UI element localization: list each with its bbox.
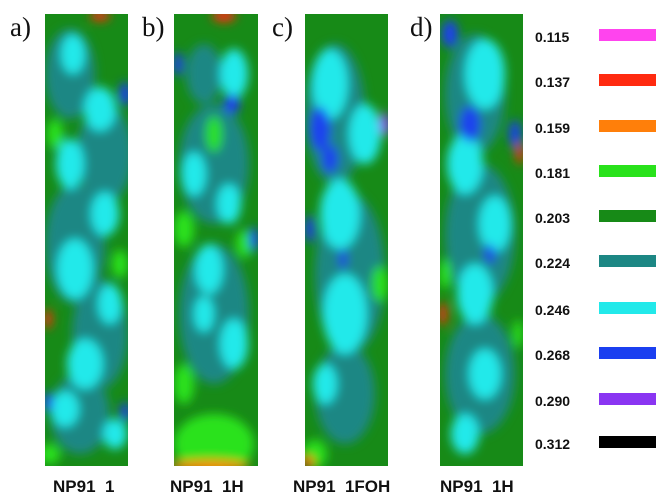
- panel-label-c: c): [272, 12, 293, 42]
- legend-swatch: [599, 393, 656, 405]
- contour-map-b: [174, 14, 258, 466]
- legend-swatch: [599, 74, 656, 86]
- panel-label-d: d): [410, 12, 433, 42]
- legend-value: 0.181: [535, 165, 571, 181]
- legend-swatch: [599, 436, 656, 448]
- legend-swatch: [599, 347, 656, 359]
- legend-row: 0.224: [535, 252, 656, 274]
- panel-label-b: b): [142, 12, 165, 42]
- legend-swatch: [599, 210, 656, 222]
- legend-row: 0.290: [535, 390, 656, 412]
- legend-row: 0.246: [535, 299, 656, 321]
- legend-value: 0.312: [535, 436, 571, 452]
- legend-row: 0.159: [535, 117, 656, 139]
- legend-value: 0.224: [535, 255, 571, 271]
- legend-row: 0.312: [535, 433, 656, 455]
- legend-value: 0.203: [535, 210, 571, 226]
- legend-row: 0.268: [535, 344, 656, 366]
- legend-value: 0.115: [535, 29, 570, 45]
- legend-row: 0.203: [535, 207, 656, 229]
- legend-row: 0.137: [535, 71, 656, 93]
- caption-c: NP91 1FOH: [293, 477, 391, 496]
- legend-swatch: [599, 255, 656, 267]
- caption-b: NP91 1H: [170, 477, 244, 496]
- caption-a: NP91 1: [53, 477, 115, 496]
- contour-map-d: [440, 14, 523, 466]
- legend-value: 0.246: [535, 302, 571, 318]
- panel-label-a: a): [10, 12, 31, 42]
- legend-swatch: [599, 165, 656, 177]
- legend-swatch: [599, 29, 656, 41]
- contour-map-a: [45, 14, 128, 466]
- legend-swatch: [599, 302, 656, 314]
- contour-map-c: [305, 14, 388, 466]
- legend-value: 0.159: [535, 120, 571, 136]
- legend-row: 0.115: [535, 26, 656, 48]
- legend-swatch: [599, 120, 656, 132]
- caption-d: NP91 1H: [440, 477, 514, 496]
- legend-value: 0.268: [535, 347, 571, 363]
- legend-value: 0.137: [535, 74, 571, 90]
- legend-value: 0.290: [535, 393, 571, 409]
- legend-row: 0.181: [535, 162, 656, 184]
